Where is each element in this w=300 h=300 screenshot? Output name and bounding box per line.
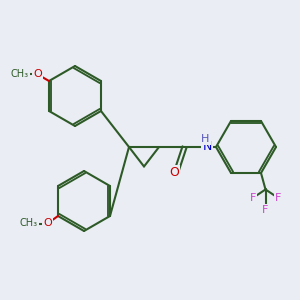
Text: F: F: [275, 193, 281, 203]
Text: CH₃: CH₃: [11, 69, 29, 80]
Text: O: O: [43, 218, 52, 229]
Text: N: N: [202, 140, 212, 154]
Text: F: F: [250, 193, 256, 203]
Text: O: O: [33, 69, 42, 80]
Text: F: F: [262, 205, 269, 215]
Text: H: H: [201, 134, 210, 144]
Text: CH₃: CH₃: [20, 218, 38, 229]
Text: O: O: [169, 166, 179, 179]
